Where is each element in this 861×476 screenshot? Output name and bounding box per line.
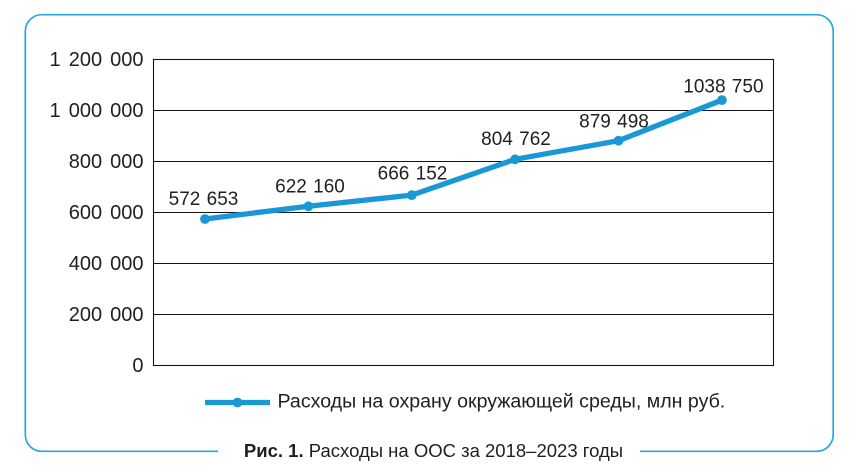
svg-text:200 000: 200 000 [69,304,144,326]
svg-text:804 762: 804 762 [481,129,551,150]
svg-text:879 498: 879 498 [579,112,649,133]
svg-text:1 200 000: 1 200 000 [50,49,144,71]
svg-text:666 152: 666 152 [378,164,448,185]
svg-text:572 653: 572 653 [169,189,239,210]
svg-text:0: 0 [132,355,143,377]
svg-text:1038 750: 1038 750 [683,77,763,98]
svg-text:600 000: 600 000 [69,202,144,224]
svg-text:622 160: 622 160 [275,177,345,198]
svg-text:800 000: 800 000 [69,151,144,173]
svg-text:1 000 000: 1 000 000 [50,100,144,122]
svg-text:Расходы на охрану окружающей с: Расходы на охрану окружающей среды, млн … [278,390,726,412]
svg-text:400 000: 400 000 [69,253,144,275]
